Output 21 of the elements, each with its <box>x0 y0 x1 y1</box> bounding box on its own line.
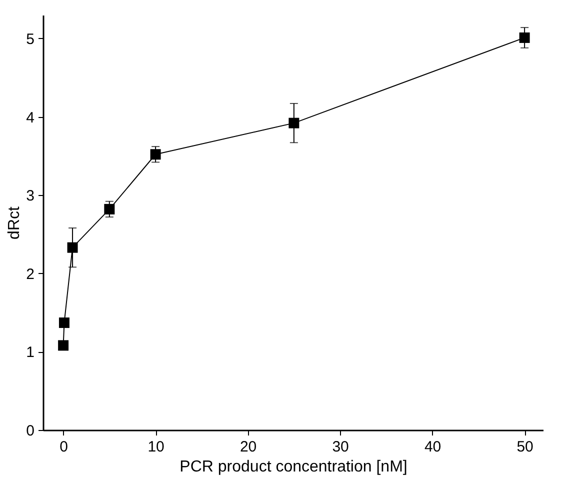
point <box>67 242 78 253</box>
x-tick-label: 50 <box>516 438 534 456</box>
y-tick-label: 0 <box>26 422 34 440</box>
x-tick-label: 30 <box>332 438 349 456</box>
point <box>519 32 530 43</box>
point <box>104 204 115 214</box>
y-tick-label: 3 <box>26 188 34 205</box>
point <box>58 340 69 351</box>
x-axis-title: PCR product concentration [nM] <box>180 458 408 476</box>
y-tick-label: 4 <box>26 109 34 126</box>
point <box>58 317 70 328</box>
y-tick-label: 5 <box>26 30 34 48</box>
x-tick-label: 0 <box>60 438 68 456</box>
x-tick-label: 40 <box>424 438 442 456</box>
y-tick-label: 1 <box>26 344 34 362</box>
x-tick-label: 10 <box>148 438 164 456</box>
x-tick-label: 20 <box>240 438 257 456</box>
point <box>288 118 300 128</box>
y-tick-label: 2 <box>26 266 34 283</box>
y-axis-title: dRct <box>6 206 24 240</box>
point <box>150 149 161 160</box>
